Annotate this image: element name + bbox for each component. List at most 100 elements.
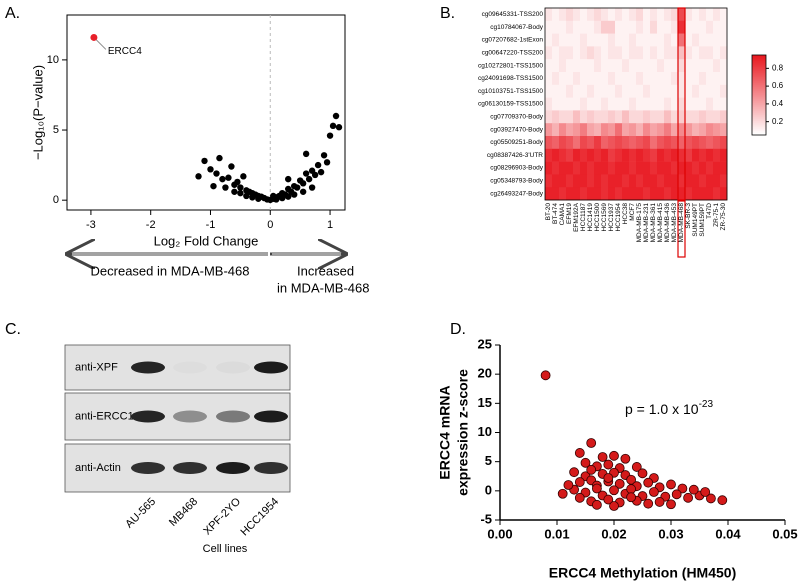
column-highlight — [677, 7, 686, 201]
data-point — [671, 489, 682, 500]
heatmap-cell — [545, 110, 553, 124]
heatmap-cell — [573, 46, 581, 60]
column-label: SK-BR-3 — [685, 203, 692, 229]
heatmap-cell — [573, 187, 581, 201]
column-label: MDA-MB-436 — [664, 203, 671, 243]
heatmap-cell — [601, 148, 609, 162]
heatmap-cell — [713, 110, 721, 124]
heatmap-cell — [699, 161, 707, 175]
heatmap-cell — [671, 161, 679, 175]
data-point — [643, 477, 654, 488]
data-point — [302, 150, 310, 158]
colorbar-step — [752, 93, 766, 96]
heatmap-cell — [657, 123, 665, 137]
heatmap-cell — [685, 97, 693, 111]
heatmap-cell — [629, 20, 637, 34]
heatmap-cell — [622, 59, 630, 73]
data-point — [603, 494, 614, 505]
data-point — [597, 452, 608, 462]
heatmap-cell — [587, 123, 595, 137]
heatmap-cell — [699, 148, 707, 162]
heatmap-cell — [594, 20, 602, 34]
heatmap-cell — [636, 187, 644, 201]
heatmap-cell — [685, 59, 693, 73]
heatmap-cell — [552, 161, 560, 175]
heatmap-cell — [580, 84, 588, 98]
heatmap-cell — [594, 161, 602, 175]
heatmap-cell — [601, 174, 609, 188]
heatmap-cell — [552, 148, 560, 162]
heatmap-cell — [713, 136, 721, 150]
heatmap-cell — [671, 33, 679, 47]
heatmap-cell — [552, 33, 560, 47]
heatmap-cell — [650, 46, 658, 60]
heatmap-cell — [699, 123, 707, 137]
heatmap-cell — [608, 174, 616, 188]
column-label: BT-20 — [545, 203, 552, 221]
heatmap-cell — [573, 110, 581, 124]
heatmap-cell — [601, 110, 609, 124]
colorbar-step — [752, 105, 766, 108]
heatmap-cell — [706, 136, 714, 150]
heatmap-cell — [678, 72, 686, 86]
data-point — [683, 492, 693, 503]
heatmap-cell — [699, 187, 707, 201]
heatmap-cell — [559, 97, 567, 111]
heatmap-cell — [706, 8, 714, 22]
heatmap-cell — [713, 72, 721, 86]
heatmap-cell — [692, 161, 700, 175]
heatmap-cell — [713, 174, 721, 188]
colorbar-step — [752, 67, 766, 70]
heatmap-cell — [608, 161, 616, 175]
heatmap-cell — [594, 148, 602, 162]
heatmap-cell — [699, 136, 707, 150]
blot-band — [173, 362, 207, 374]
heatmap-cell — [566, 84, 574, 98]
x-tick-label: 0.01 — [544, 526, 569, 541]
heatmap-cell — [559, 136, 567, 150]
lane-label: HCC1954 — [239, 496, 282, 539]
heatmap-cell — [643, 20, 651, 34]
heatmap-cell — [559, 161, 567, 175]
data-point — [293, 184, 301, 191]
y-tick-label: 20 — [478, 366, 492, 381]
heatmap-cell — [692, 123, 700, 137]
heatmap-cell — [566, 72, 574, 86]
heatmap-cell — [720, 110, 728, 124]
heatmap-cell — [643, 161, 651, 175]
heatmap-cell — [720, 33, 728, 47]
heatmap-cell — [622, 8, 630, 22]
colorbar-step — [752, 63, 766, 66]
heatmap-cell — [573, 84, 581, 98]
data-point — [631, 462, 642, 472]
data-point — [255, 195, 262, 202]
heatmap-cell — [685, 84, 693, 98]
data-point — [540, 370, 551, 381]
data-point — [323, 159, 331, 166]
heatmap-cell — [601, 161, 609, 175]
heatmap-cell — [657, 136, 665, 150]
heatmap-cell — [713, 97, 721, 111]
colorbar-step — [752, 81, 766, 84]
heatmap-cell — [629, 97, 637, 111]
heatmap-cell — [643, 84, 651, 98]
heatmap-cell — [594, 84, 602, 98]
heatmap-cell — [594, 174, 602, 188]
heatmap-cell — [580, 136, 588, 150]
heatmap-cell — [671, 20, 679, 34]
heatmap-cell — [580, 123, 588, 137]
heatmap-cell — [664, 174, 672, 188]
heatmap-cell — [587, 136, 595, 150]
data-point — [240, 173, 247, 180]
data-point — [299, 188, 307, 195]
heatmap-cell — [580, 161, 588, 175]
y-tick-label: 0 — [485, 482, 492, 497]
heatmap-cell — [559, 33, 567, 47]
heatmap-cell — [566, 46, 574, 60]
data-point — [666, 479, 676, 490]
heatmap-cell — [636, 8, 644, 22]
heatmap-cell — [706, 123, 714, 137]
heatmap-cell — [664, 97, 672, 111]
row-label: cg08296903-Body — [490, 165, 544, 172]
colorbar-step — [752, 99, 766, 102]
